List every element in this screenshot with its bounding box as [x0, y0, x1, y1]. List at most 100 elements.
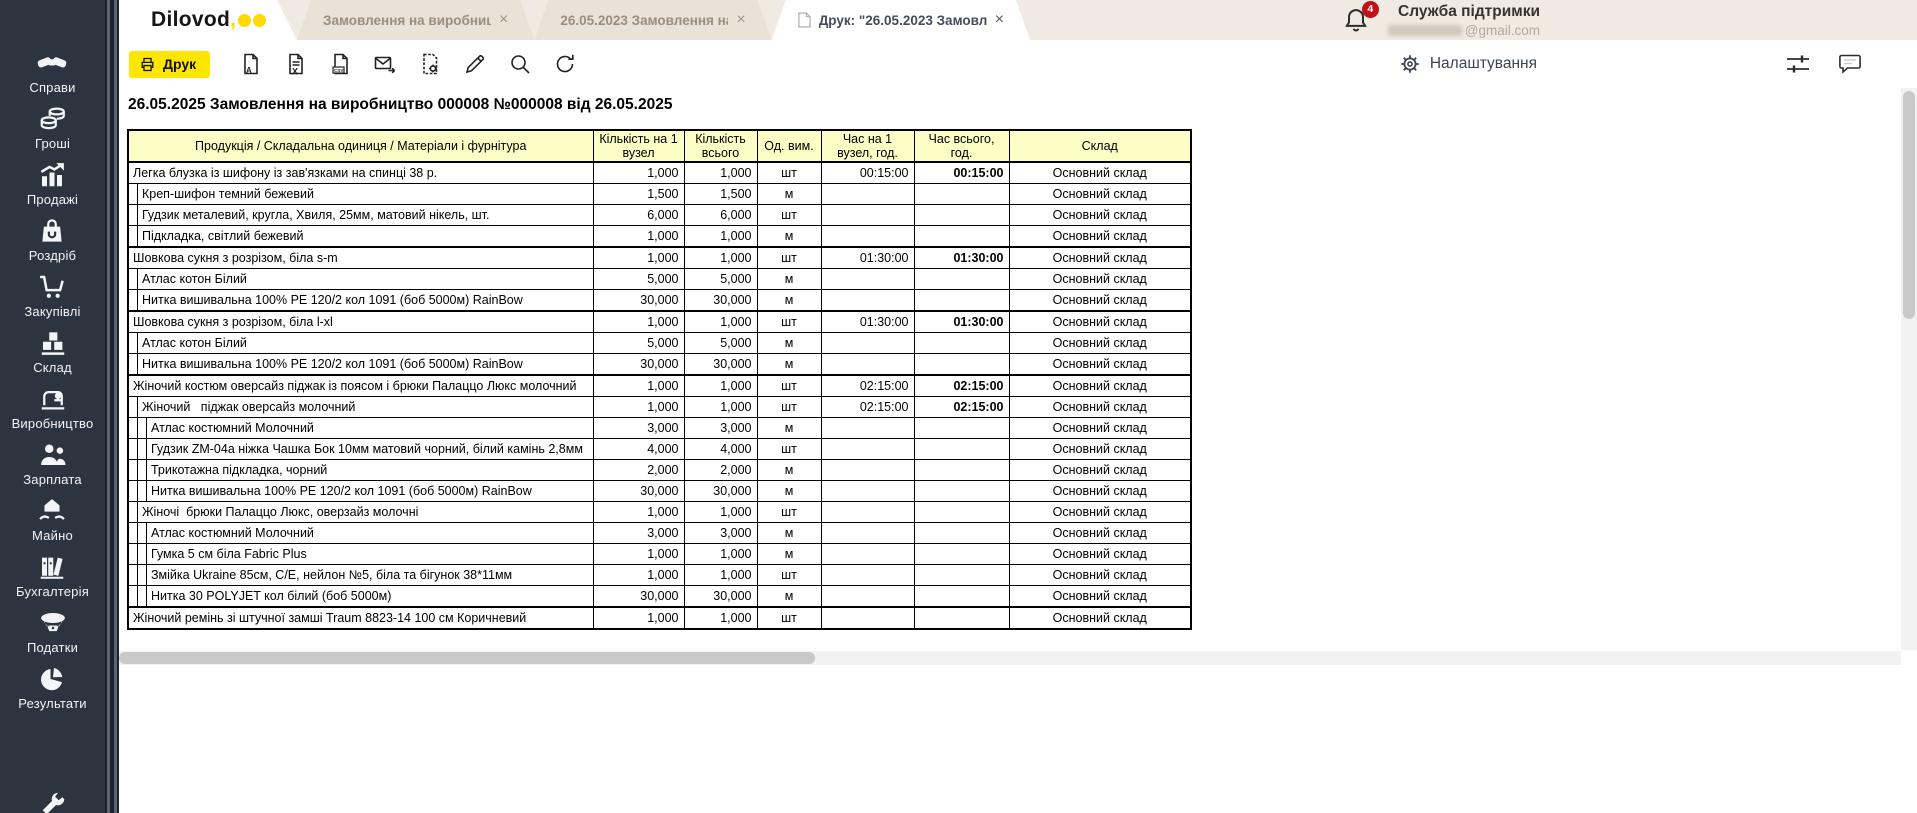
- refresh-button[interactable]: [551, 50, 579, 78]
- document-title: 26.05.2025 Замовлення на виробництво 000…: [128, 96, 1901, 114]
- sidebar-item-payroll[interactable]: Зарплата: [23, 440, 82, 487]
- qty-per-unit-cell: 1,000: [593, 502, 684, 523]
- toolbar-icons: AX CSV: [236, 50, 579, 78]
- column-header: Час всього, год.: [914, 130, 1009, 162]
- production-order-table: Продукція / Складальна одиниця / Матеріа…: [127, 129, 1192, 630]
- tab-close-icon[interactable]: ×: [499, 12, 508, 28]
- qty-total-cell: 1,000: [684, 311, 757, 333]
- print-toolbar: Друк AX CSV Налаштування: [119, 40, 1917, 88]
- product-name: Шовкова сукня з розрізом, біла l-xl: [129, 314, 337, 330]
- time-total-cell: [914, 607, 1009, 629]
- support-text[interactable]: Служба підтримки @gmail.com: [1388, 3, 1540, 38]
- tab-production-orders[interactable]: Замовлення на виробництво ×: [297, 0, 534, 40]
- export-excel-button[interactable]: X: [281, 50, 309, 78]
- qty-per-unit-cell: 1,000: [593, 162, 684, 184]
- horizontal-scrollbar[interactable]: [119, 651, 1901, 665]
- warehouse-cell: Основний склад: [1009, 439, 1191, 460]
- sidebar-splitter[interactable]: [105, 0, 119, 813]
- table-row: Нитка 30 POLYJET кол білий (боб 5000м) 3…: [128, 586, 1191, 608]
- export-csv-button[interactable]: CSV: [326, 50, 354, 78]
- tab-close-icon[interactable]: ×: [995, 12, 1004, 28]
- table-row: Підкладка, світлий бежевий 1,000 1,000 м…: [128, 226, 1191, 248]
- sidebar-item-deals[interactable]: Справи: [29, 48, 75, 95]
- sidebar-item-retail[interactable]: Роздріб: [29, 216, 76, 263]
- sales-chart-icon: [36, 160, 68, 190]
- warehouse-cell: Основний склад: [1009, 226, 1191, 248]
- warehouse-cell: Основний склад: [1009, 269, 1191, 290]
- export-pdf-button[interactable]: A: [236, 50, 264, 78]
- sidebar-item-production[interactable]: Виробництво: [12, 384, 94, 431]
- time-per-unit-cell: [821, 607, 914, 629]
- indent-line: [129, 333, 138, 353]
- sidebar-item-label: Роздріб: [29, 248, 76, 263]
- horizontal-scrollbar-thumb[interactable]: [119, 652, 815, 664]
- warehouse-cell: Основний склад: [1009, 586, 1191, 608]
- panel-settings-button[interactable]: [1779, 50, 1817, 78]
- time-per-unit-cell: [821, 226, 914, 248]
- qty-total-cell: 1,000: [684, 607, 757, 629]
- settings-button[interactable]: Налаштування: [1398, 52, 1537, 76]
- unit-cell: шт: [757, 397, 821, 418]
- chat-button[interactable]: [1831, 50, 1869, 78]
- time-total-cell: [914, 460, 1009, 481]
- sidebar-item-accounting[interactable]: Бухгалтерія: [16, 552, 89, 599]
- table-row: Жіночі брюки Палаццо Люкс, оверзайз моло…: [128, 502, 1191, 523]
- product-name: Атлас котон Білий: [138, 271, 251, 287]
- printer-icon: [139, 56, 156, 73]
- page-settings-button[interactable]: [416, 50, 444, 78]
- search-button[interactable]: [506, 50, 534, 78]
- edit-button[interactable]: [461, 50, 489, 78]
- indent-line: [129, 481, 138, 501]
- product-name-cell: Легка блузка із шифону із зав'язками на …: [128, 162, 593, 184]
- time-per-unit-cell: [821, 333, 914, 354]
- sidebar-item-assets[interactable]: Майно: [32, 496, 73, 543]
- indent-line: [129, 460, 138, 480]
- time-total-cell: [914, 586, 1009, 608]
- time-per-unit-cell: [821, 523, 914, 544]
- qty-per-unit-cell: 4,000: [593, 439, 684, 460]
- dilovod-logo[interactable]: Dilovod,: [151, 8, 266, 32]
- gear-icon: [1398, 52, 1422, 76]
- indent-line: [129, 502, 138, 522]
- tab-close-icon[interactable]: ×: [736, 12, 745, 28]
- qty-total-cell: 1,000: [684, 544, 757, 565]
- wrench-icon[interactable]: [38, 791, 68, 813]
- sidebar-item-results[interactable]: Результати: [18, 664, 86, 711]
- sidebar-item-purchases[interactable]: Закупівлі: [24, 272, 80, 319]
- table-row: Шовкова сукня з розрізом, біла l-xl 1,00…: [128, 311, 1191, 333]
- table-row: Гудзик ZM-04a ніжка Чашка Бок 10мм матов…: [128, 439, 1191, 460]
- coins-icon: [37, 104, 69, 134]
- product-name-cell: Нитка вишивальна 100% PE 120/2 кол 1091 …: [128, 290, 593, 312]
- column-header: Кількість на 1 вузел: [593, 130, 684, 162]
- unit-cell: шт: [757, 375, 821, 397]
- product-name: Підкладка, світлий бежевий: [138, 228, 307, 244]
- sidebar-item-sales[interactable]: Продажі: [27, 160, 78, 207]
- sidebar-item-money[interactable]: Гроші: [35, 104, 70, 151]
- qty-per-unit-cell: 30,000: [593, 481, 684, 502]
- sidebar-item-taxes[interactable]: Податки: [27, 608, 78, 655]
- email-redacted: [1388, 25, 1462, 36]
- time-total-cell: [914, 184, 1009, 205]
- sliders-icon: [1785, 51, 1811, 77]
- time-per-unit-cell: [821, 184, 914, 205]
- indent-line: [129, 397, 138, 417]
- vertical-scrollbar[interactable]: [1901, 88, 1917, 650]
- product-name-cell: Нитка вишивальна 100% PE 120/2 кол 1091 …: [128, 354, 593, 376]
- header-row: Продукція / Складальна одиниця / Матеріа…: [128, 130, 1191, 162]
- send-email-button[interactable]: [371, 50, 399, 78]
- product-name: Нитка 30 POLYJET кол білий (боб 5000м): [147, 588, 395, 604]
- print-button[interactable]: Друк: [129, 51, 210, 78]
- qty-per-unit-cell: 30,000: [593, 354, 684, 376]
- sidebar: Справи Гроші Продажі Роздріб Закупівлі Склад В…: [0, 0, 105, 813]
- notifications-bell-icon[interactable]: 4: [1342, 5, 1372, 37]
- vertical-scrollbar-thumb[interactable]: [1903, 91, 1915, 319]
- sidebar-item-label: Справи: [29, 80, 75, 95]
- unit-cell: м: [757, 481, 821, 502]
- tab-print-view[interactable]: Друк: "26.05.2023 Замовлення н ×: [772, 0, 1030, 40]
- app-window: Справи Гроші Продажі Роздріб Закупівлі Склад В…: [0, 0, 1917, 813]
- unit-cell: м: [757, 269, 821, 290]
- table-row: Атлас костюмний Молочний 3,000 3,000 м О…: [128, 523, 1191, 544]
- product-name: Гудзик металевий, кругла, Хвиля, 25мм, м…: [138, 207, 494, 223]
- sidebar-item-warehouse[interactable]: Склад: [33, 328, 72, 375]
- tab-order-document[interactable]: 26.05.2023 Замовлення на вир ×: [534, 0, 771, 40]
